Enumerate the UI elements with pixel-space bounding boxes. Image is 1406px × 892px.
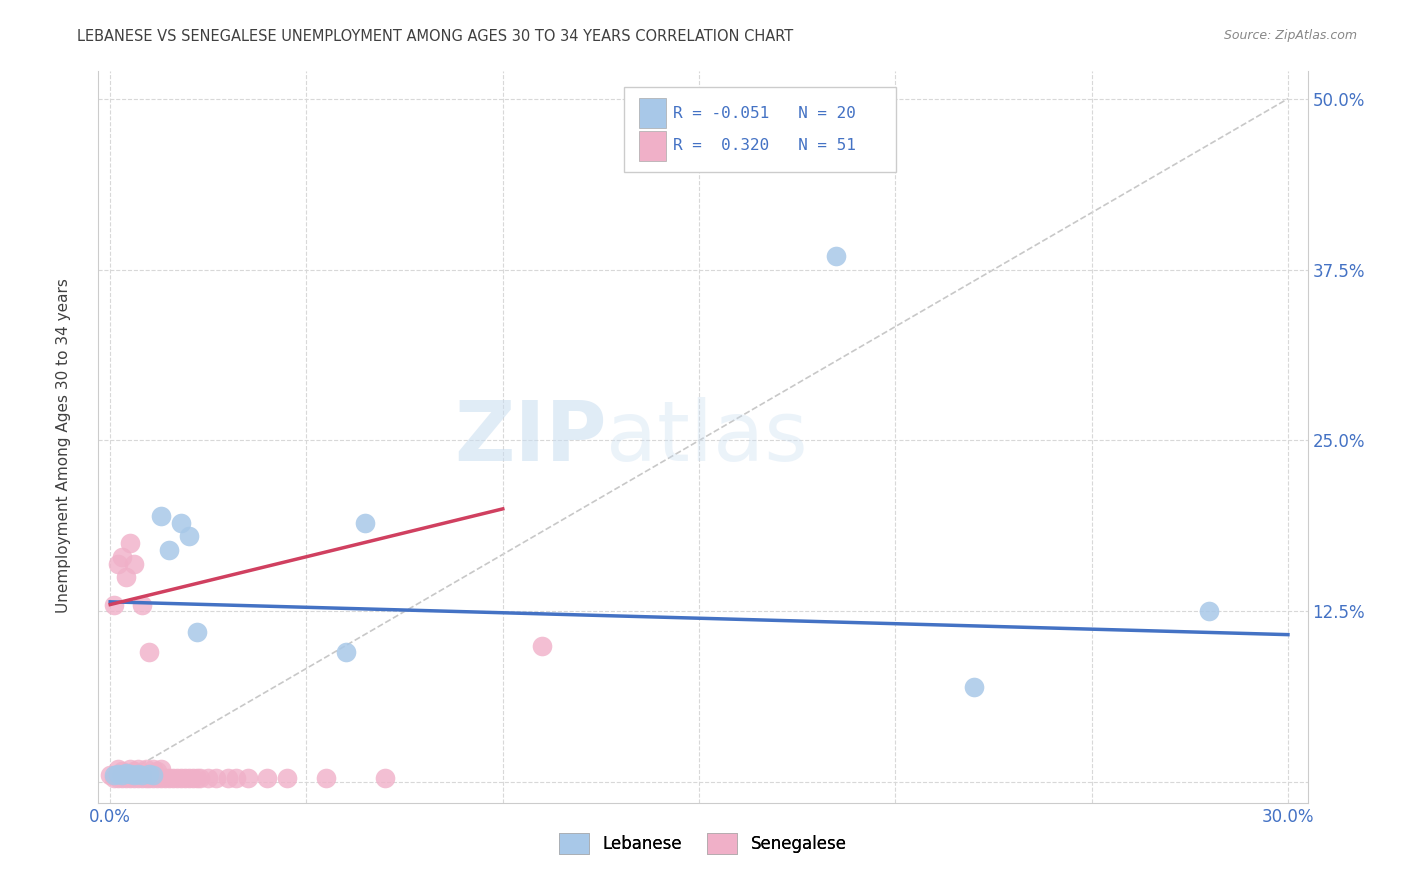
Text: Unemployment Among Ages 30 to 34 years: Unemployment Among Ages 30 to 34 years [56,278,70,614]
Point [181,771,204,785]
Point [186,624,208,639]
Point [170,516,193,530]
Point [166,771,188,785]
Point [122,557,145,571]
Point [217,771,239,785]
Point [118,771,141,785]
Point [374,771,396,785]
Text: atlas: atlas [606,397,808,477]
Point [177,771,200,785]
Point [197,771,219,785]
Legend: Lebanese, Senegalese: Lebanese, Senegalese [553,827,853,860]
Point [177,529,200,543]
Point [118,536,141,550]
Point [150,771,173,785]
Point [118,767,141,781]
Point [131,598,153,612]
Point [1198,604,1220,618]
Point [138,767,160,781]
Point [205,771,228,785]
Point [186,771,208,785]
Point [150,508,173,523]
Text: R =  0.320   N = 51: R = 0.320 N = 51 [672,138,856,153]
Point [127,771,149,785]
Point [103,768,125,782]
Point [146,771,169,785]
Point [131,768,153,782]
Text: Source: ZipAtlas.com: Source: ZipAtlas.com [1223,29,1357,42]
Point [107,762,129,776]
Point [122,771,145,785]
Point [122,768,145,782]
Point [111,764,134,779]
Point [354,516,377,530]
Point [107,557,129,571]
Point [190,771,212,785]
Point [150,762,173,776]
Point [127,767,149,781]
Point [135,762,157,776]
Point [111,768,134,782]
Point [138,771,160,785]
Point [315,771,337,785]
Point [138,645,160,659]
Text: LEBANESE VS SENEGALESE UNEMPLOYMENT AMONG AGES 30 TO 34 YEARS CORRELATION CHART: LEBANESE VS SENEGALESE UNEMPLOYMENT AMON… [77,29,793,44]
Point [115,771,138,785]
Point [256,771,278,785]
Point [103,771,125,785]
Point [122,764,145,779]
Point [236,771,259,785]
Point [157,771,180,785]
Point [107,771,129,785]
Point [142,768,165,782]
Point [146,764,169,779]
Point [127,762,149,776]
Point [225,771,247,785]
Point [170,771,193,785]
FancyBboxPatch shape [624,87,897,171]
Point [531,639,554,653]
Point [131,771,153,785]
Point [107,767,129,781]
Point [335,645,357,659]
Point [142,771,165,785]
Point [135,771,157,785]
Point [111,771,134,785]
Point [825,249,848,263]
Point [115,570,138,584]
Bar [638,131,665,161]
Point [153,771,176,785]
Text: ZIP: ZIP [454,397,606,477]
Point [103,598,125,612]
Point [142,762,165,776]
Point [111,549,134,564]
Point [118,762,141,776]
Point [162,771,184,785]
Point [963,680,986,694]
Point [173,771,195,785]
Point [115,765,138,780]
Bar [638,98,665,128]
Text: R = -0.051   N = 20: R = -0.051 N = 20 [672,105,856,120]
Point [157,542,180,557]
Point [276,771,298,785]
Point [98,768,121,782]
